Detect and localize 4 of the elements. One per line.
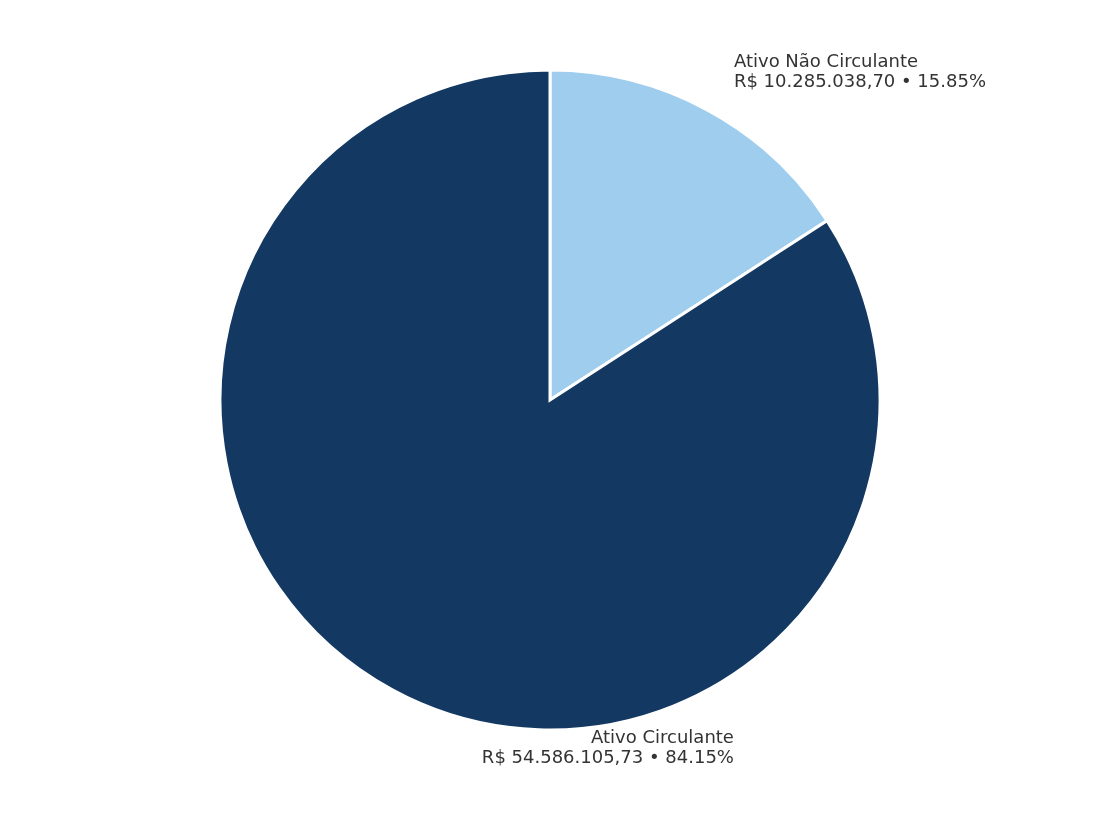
data-label: R$ 10.285.038,70 • 15.85% <box>733 69 986 91</box>
slice-label: Ativo Não Circulante <box>733 49 919 71</box>
slice-label: Ativo Circulante <box>591 726 734 748</box>
data-label: R$ 54.586.105,73 • 84.15% <box>481 746 734 768</box>
